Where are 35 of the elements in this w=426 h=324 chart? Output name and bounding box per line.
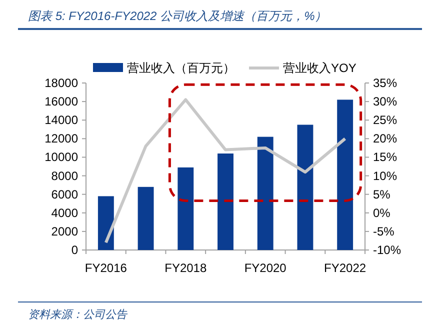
bar	[178, 167, 194, 250]
legend-label: 营业收入YOY	[283, 61, 356, 75]
y2-tick-label: 0%	[373, 206, 391, 220]
x-tick-label: FY2018	[164, 261, 207, 275]
y2-tick-label: 25%	[373, 113, 398, 128]
x-tick-label: FY2020	[244, 261, 287, 275]
y-tick-label: 2000	[51, 224, 78, 238]
y2-tick-label: 35%	[373, 76, 398, 90]
y-tick-label: 8000	[51, 168, 78, 183]
bar	[337, 100, 354, 250]
y-tick-label: 12000	[44, 132, 78, 146]
y2-tick-label: -10%	[373, 243, 402, 257]
chart-title: 图表 5: FY2016-FY2022 公司收入及增速（百万元，%）	[28, 9, 327, 23]
bar	[257, 136, 274, 250]
y2-tick-label: 10%	[373, 168, 398, 183]
bar	[297, 124, 314, 250]
text: 资料来源：公司公告	[28, 308, 128, 321]
y-tick-label: 0	[71, 243, 78, 257]
y2-tick-label: 5%	[373, 187, 391, 202]
y-tick-label: 10000	[44, 150, 78, 164]
y2-tick-label: 30%	[373, 94, 398, 109]
x-tick-label: FY2016	[84, 261, 128, 275]
x-tick-label: FY2022	[324, 261, 366, 275]
bar	[98, 196, 114, 250]
y-tick-label: 4000	[51, 206, 78, 220]
y-tick-label: 18000	[44, 76, 78, 90]
bar	[218, 154, 234, 250]
bar	[138, 186, 154, 250]
y-tick-label: 14000	[44, 113, 78, 128]
y-tick-label: 6000	[51, 187, 78, 202]
y-tick-label: 16000	[44, 94, 78, 109]
y2-tick-label: 15%	[373, 150, 398, 164]
y2-tick-label: 20%	[373, 132, 398, 146]
legend-label: 营业收入（百万元）	[127, 61, 235, 75]
y2-tick-label: -5%	[373, 224, 395, 238]
